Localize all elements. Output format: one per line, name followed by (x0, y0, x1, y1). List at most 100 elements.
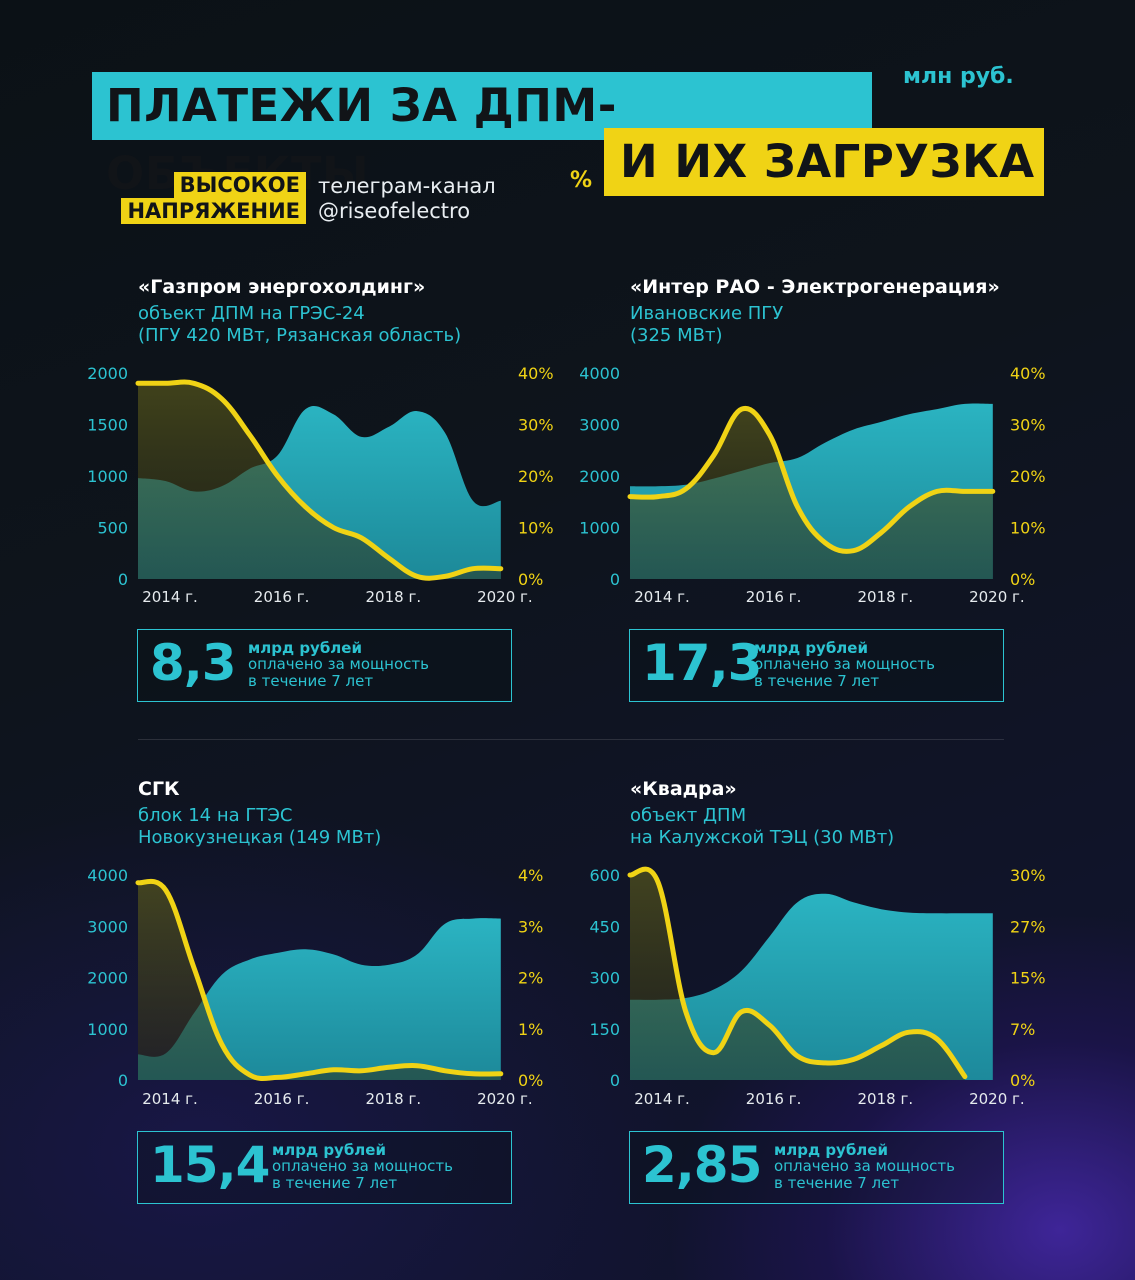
right-axis-tick: 27% (1010, 917, 1046, 936)
chart-panel-4: 600 450 300 150 0 30% 27% 15% 7% 0% 2014 г. 2016 г.… (589, 866, 1045, 1108)
brand-logo-line1: ВЫСОКОЕ (173, 172, 306, 198)
section-divider (138, 739, 1004, 740)
summary-period: в течение 7 лет (272, 1174, 398, 1192)
load-area (138, 382, 501, 579)
left-axis-tick: 0 (610, 570, 620, 589)
load-line (135, 379, 504, 581)
x-axis-tick: 2016 г. (746, 588, 802, 606)
right-axis-tick: 2% (518, 969, 543, 988)
load-line (627, 405, 996, 554)
left-axis-tick: 2000 (579, 467, 620, 486)
left-axis-tick: 4000 (87, 866, 128, 885)
left-axis-tick: 600 (589, 866, 620, 885)
x-axis-tick: 2020 г. (477, 1090, 533, 1108)
unit-percent-label: % (570, 168, 593, 193)
right-axis-tick: 1% (518, 1020, 543, 1039)
channel-handle[interactable]: @riseofelectro (318, 199, 471, 223)
chart-panel-2: 4000 3000 2000 1000 0 40% 30% 20% 10% 0% 2014 г. 20… (579, 364, 1045, 606)
summary-value: 17,3 (642, 634, 762, 692)
left-axis-tick: 2000 (87, 969, 128, 988)
left-axis-tick: 0 (118, 570, 128, 589)
payments-area (138, 918, 501, 1080)
right-axis-tick: 3% (518, 917, 543, 936)
right-axis-tick: 30% (518, 416, 554, 435)
summary-box: 8,3 млрд рублей оплачено за мощность в т… (137, 629, 512, 702)
right-axis-tick: 7% (1010, 1020, 1035, 1039)
right-axis-tick: 0% (1010, 570, 1035, 589)
x-axis-tick: 2014 г. (142, 588, 198, 606)
x-axis-tick: 2018 г. (366, 588, 422, 606)
panel-subtitle-line1: Ивановские ПГУ (630, 303, 784, 324)
x-axis-tick: 2016 г. (254, 1090, 310, 1108)
x-axis-tick: 2014 г. (634, 1090, 690, 1108)
panel-subtitle-line2: на Калужской ТЭЦ (30 МВт) (630, 827, 895, 848)
summary-value: 8,3 (150, 634, 237, 692)
x-axis-tick: 2018 г. (366, 1090, 422, 1108)
panel-subtitle-line1: объект ДПМ (630, 805, 747, 826)
x-axis-tick: 2018 г. (858, 588, 914, 606)
panel-subtitle-line2: (ПГУ 420 МВт, Рязанская область) (138, 325, 462, 346)
load-area (630, 869, 965, 1080)
summary-unit: млрд рублей (754, 639, 868, 657)
load-area (630, 408, 993, 579)
panel-subtitle-line2: Новокузнецкая (149 МВт) (138, 827, 382, 848)
right-axis-tick: 10% (518, 519, 554, 538)
left-axis-tick: 4000 (579, 364, 620, 383)
channel-label: телеграм-канал (318, 174, 496, 198)
x-axis-tick: 2020 г. (969, 588, 1025, 606)
left-axis-tick: 150 (589, 1020, 620, 1039)
summary-value: 15,4 (150, 1136, 270, 1194)
summary-desc: оплачено за мощность (248, 655, 429, 673)
unit-money-label: млн руб. (903, 64, 1014, 89)
left-axis-tick: 1000 (87, 467, 128, 486)
panel-title: «Газпром энергохолдинг» (138, 276, 426, 298)
summary-value: 2,85 (642, 1136, 762, 1194)
right-axis-tick: 10% (1010, 519, 1046, 538)
right-axis-tick: 20% (518, 467, 554, 486)
right-axis-tick: 0% (518, 570, 543, 589)
panel-title: «Интер РАО - Электрогенерация» (630, 276, 1000, 298)
right-axis-tick: 20% (1010, 467, 1046, 486)
x-axis-tick: 2020 г. (477, 588, 533, 606)
summary-unit: млрд рублей (774, 1141, 888, 1159)
summary-period: в течение 7 лет (754, 672, 880, 690)
summary-unit: млрд рублей (248, 639, 362, 657)
right-axis-tick: 15% (1010, 969, 1046, 988)
x-axis-tick: 2016 г. (746, 1090, 802, 1108)
summary-desc: оплачено за мощность (272, 1157, 453, 1175)
summary-box: 17,3 млрд рублей оплачено за мощность в … (629, 629, 1004, 702)
panel-subtitle-line1: объект ДПМ на ГРЭС-24 (138, 303, 365, 324)
summary-box: 15,4 млрд рублей оплачено за мощность в … (137, 1131, 512, 1204)
load-area (138, 881, 501, 1080)
chart-panel-1: 2000 1500 1000 500 0 40% 30% 20% 10% 0% 2014 г. 201… (87, 364, 553, 606)
x-axis-tick: 2020 г. (969, 1090, 1025, 1108)
left-axis-tick: 3000 (87, 917, 128, 936)
summary-desc: оплачено за мощность (774, 1157, 955, 1175)
right-axis-tick: 30% (1010, 866, 1046, 885)
left-axis-tick: 1000 (87, 1020, 128, 1039)
summary-box: 2,85 млрд рублей оплачено за мощность в … (629, 1131, 1004, 1204)
left-axis-tick: 500 (97, 519, 128, 538)
load-line (627, 866, 968, 1080)
panel-title: СГК (138, 778, 180, 800)
right-axis-tick: 40% (518, 364, 554, 383)
left-axis-tick: 3000 (579, 416, 620, 435)
main-title-line1: ПЛАТЕЖИ ЗА ДПМ-ОБЪЕКТЫ (92, 72, 872, 200)
left-axis-tick: 0 (610, 1071, 620, 1090)
left-axis-tick: 1000 (579, 519, 620, 538)
left-axis-tick: 0 (118, 1071, 128, 1090)
load-line (135, 878, 504, 1081)
panel-subtitle-line1: блок 14 на ГТЭС (138, 805, 293, 826)
x-axis-tick: 2018 г. (858, 1090, 914, 1108)
right-axis-tick: 0% (518, 1071, 543, 1090)
panel-subtitle-line2: (325 МВт) (630, 325, 723, 346)
x-axis-tick: 2014 г. (142, 1090, 198, 1108)
panel-title: «Квадра» (630, 778, 737, 800)
left-axis-tick: 2000 (87, 364, 128, 383)
summary-period: в течение 7 лет (248, 672, 374, 690)
x-axis-tick: 2016 г. (254, 588, 310, 606)
summary-unit: млрд рублей (272, 1141, 386, 1159)
right-axis-tick: 40% (1010, 364, 1046, 383)
left-axis-tick: 1500 (87, 416, 128, 435)
